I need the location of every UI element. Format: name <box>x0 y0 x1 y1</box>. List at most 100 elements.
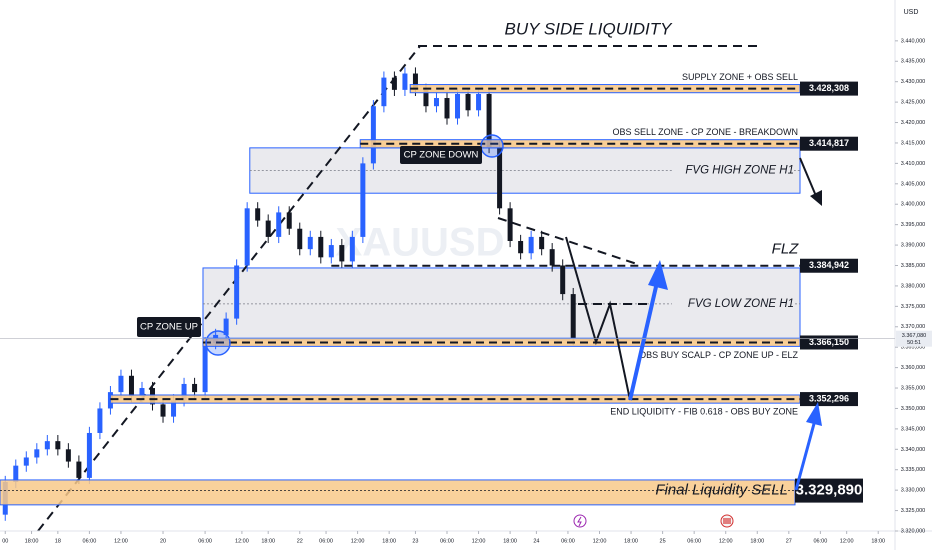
zone-text: OBS BUY SCALP - CP ZONE UP - ELZ <box>639 350 798 360</box>
candle-body <box>171 400 177 417</box>
y-tick-label: 3.390,000 <box>901 243 925 249</box>
zone-band <box>0 479 796 506</box>
price-label-box <box>800 136 858 151</box>
chart-title: BUY SIDE LIQUIDITY <box>505 19 674 38</box>
x-tick-label: 12:00 <box>114 538 128 544</box>
x-tick-label: 06:00 <box>440 538 454 544</box>
y-tick-label: 3.345,000 <box>901 426 925 432</box>
candle-body <box>118 375 124 393</box>
x-tick-label: 18:00 <box>382 538 396 544</box>
trendline <box>37 45 421 532</box>
y-tick-label: 3.330,000 <box>901 488 925 494</box>
y-tick-label: 3.380,000 <box>901 283 925 289</box>
zone-text: Final Liquidity SELL <box>655 482 788 499</box>
x-tick-label: 12:00 <box>840 538 854 544</box>
candle-body <box>265 220 271 237</box>
x-tick-label: 12:00 <box>351 538 365 544</box>
y-tick-label: 3.415,000 <box>901 140 925 146</box>
x-tick-label: 18:00 <box>750 538 764 544</box>
candle-body <box>518 240 524 254</box>
y-tick-label: 3.375,000 <box>901 304 925 310</box>
countdown: 50:51 <box>907 340 921 346</box>
candle-body <box>318 236 324 258</box>
x-tick-label: 24 <box>533 538 539 544</box>
cp-label-box <box>137 317 201 337</box>
y-tick-label: 3.370,000 <box>901 324 925 330</box>
x-tick-label: 22 <box>297 538 303 544</box>
candle-body <box>455 93 461 119</box>
triangle-line <box>497 217 641 266</box>
candle-body <box>244 208 250 266</box>
candle-body <box>465 93 471 111</box>
candle-body <box>381 77 387 107</box>
zone-text-bg <box>672 295 794 312</box>
candle-body <box>497 147 503 209</box>
x-tick-label: 12:00 <box>235 538 249 544</box>
candle-body <box>307 236 313 250</box>
candle-body <box>402 73 408 90</box>
candle-body <box>97 408 103 433</box>
y-tick-label: 3.365,000 <box>901 345 925 351</box>
candle-body <box>412 73 418 90</box>
x-tick-label: 18 <box>55 538 61 544</box>
x-tick-label: 06:00 <box>83 538 97 544</box>
cp-circle <box>480 134 504 158</box>
candle-body <box>486 93 492 148</box>
price-label: 3.414,817 <box>809 138 849 148</box>
y-tick-label: 3.355,000 <box>901 385 925 391</box>
x-tick-label: 25 <box>660 538 666 544</box>
candle-body <box>128 375 134 397</box>
candle-body <box>507 208 513 241</box>
zones-front: FVG HIGH ZONE H1 FVG LOW ZONE H1 SUPPLY ZO… <box>0 72 863 506</box>
y-tick-label: 3.320,000 <box>901 528 925 534</box>
x-tick-label: 12:00 <box>593 538 607 544</box>
x-tick-label: 06:00 <box>813 538 827 544</box>
zone-text: FVG HIGH ZONE H1 <box>685 165 794 177</box>
candle-body <box>160 404 166 417</box>
y-tick-label: 3.400,000 <box>901 202 925 208</box>
y-tick-label: 3.435,000 <box>901 59 925 65</box>
cp-label-box <box>400 146 482 164</box>
candle-body <box>328 245 334 258</box>
price-label-box <box>800 392 858 407</box>
arrow-head <box>810 190 822 206</box>
price-label: 3.428,308 <box>809 83 849 93</box>
price-label: 3.384,942 <box>809 260 849 270</box>
x-tick-label: 00 <box>2 538 8 544</box>
x-tick-label: 06:00 <box>687 538 701 544</box>
y-tick-label: 3.360,000 <box>901 365 925 371</box>
candle-body <box>549 249 555 266</box>
candle-body <box>234 265 240 319</box>
candle-body <box>34 449 40 458</box>
x-tick-label: 06:00 <box>561 538 575 544</box>
y-tick-label: 3.340,000 <box>901 447 925 453</box>
zone-text: FLZ <box>772 241 800 258</box>
flag-icon <box>723 518 731 524</box>
ticks: 3.320,000 3.325,000 3.330,000 3.335,000 3.34… <box>0 38 932 544</box>
x-tick-label: 18:00 <box>871 538 885 544</box>
y-tick-label: 3.335,000 <box>901 467 925 473</box>
y-tick-label: 3.385,000 <box>901 263 925 269</box>
candle-body <box>202 343 208 393</box>
cp-circle <box>205 330 231 356</box>
arrow-head <box>806 402 822 426</box>
x-tick-label: 06:00 <box>198 538 212 544</box>
x-tick-label: 06:00 <box>319 538 333 544</box>
cp-label: CP ZONE UP <box>140 322 198 333</box>
x-tick-label: 20 <box>160 538 166 544</box>
candle-body <box>570 294 576 340</box>
candle-body <box>444 98 450 119</box>
candle-body <box>65 449 71 462</box>
candle-body <box>528 236 534 254</box>
candle-body <box>44 441 50 450</box>
x-tick-label: 12:00 <box>719 538 733 544</box>
candle-body <box>86 432 92 478</box>
y-tick-label: 3.420,000 <box>901 120 925 126</box>
last-price-box <box>896 330 932 347</box>
candle-body <box>370 106 376 164</box>
candle-body <box>139 388 145 397</box>
x-tick-label: 18:00 <box>25 538 39 544</box>
y-tick-label: 3.440,000 <box>901 38 925 44</box>
candle-body <box>297 228 303 250</box>
